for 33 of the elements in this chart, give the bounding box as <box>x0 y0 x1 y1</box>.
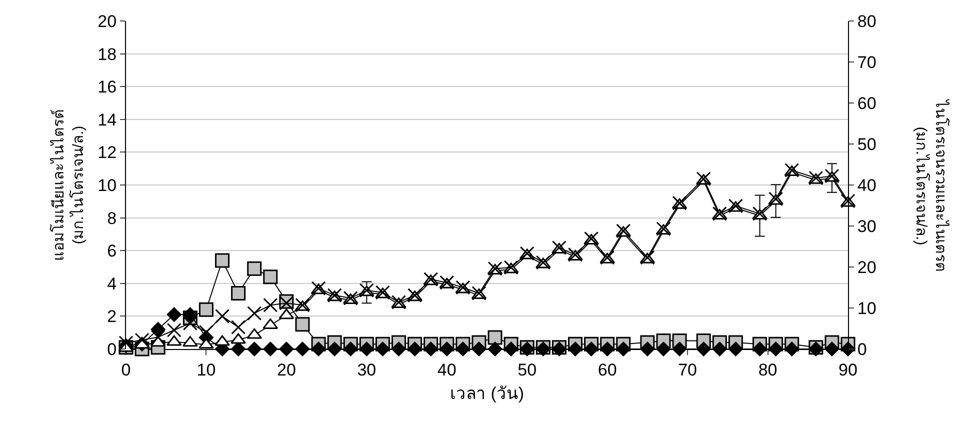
y-tick-label: 8 <box>107 208 117 228</box>
y-tick-label: 12 <box>98 143 117 162</box>
y2-tick-label: 60 <box>857 94 876 113</box>
y-tick-label: 16 <box>98 78 117 97</box>
x-tick-label: 0 <box>121 360 131 380</box>
y2-tick-label: 0 <box>857 340 867 359</box>
y2-tick-label: 30 <box>857 216 876 236</box>
y2-tick-label: 10 <box>857 298 876 318</box>
y-tick-label: 10 <box>98 176 117 195</box>
y2-tick-label: 40 <box>857 176 876 195</box>
x-tick-label: 60 <box>598 360 617 380</box>
y-tick-label: 2 <box>107 307 117 326</box>
y2-tick-label: 80 <box>857 12 876 31</box>
y2-axis-title: ไนโตรเจนรวมและไนเตรต (มก.ไนโตรเจน/ล.) <box>912 98 950 272</box>
x-tick-label: 10 <box>196 360 216 380</box>
x-tick-label: 40 <box>437 360 456 380</box>
x-tick-label: 80 <box>758 360 778 380</box>
x-tick-label: 50 <box>518 360 537 380</box>
x-tick-label: 90 <box>838 360 858 380</box>
x-tick-label: 70 <box>678 360 698 380</box>
x-tick-label: 30 <box>357 360 376 380</box>
y2-tick-label: 20 <box>857 258 876 277</box>
y2-tick-label: 70 <box>857 52 876 72</box>
y-tick-label: 0 <box>107 340 117 359</box>
y-tick-label: 4 <box>107 274 117 294</box>
x-axis-title: เวลา (วัน) <box>450 384 524 403</box>
x-tick-label: 20 <box>276 360 296 380</box>
y-tick-label: 14 <box>98 110 117 130</box>
y-tick-label: 20 <box>98 12 117 31</box>
y-tick-label: 18 <box>98 44 117 64</box>
y2-tick-label: 50 <box>857 134 876 154</box>
y-tick-label: 6 <box>107 242 117 261</box>
y-axis-title: แอมโมเนียและไนไตรต์ (มก.ไนโตรเจน/ล.) <box>49 109 87 261</box>
